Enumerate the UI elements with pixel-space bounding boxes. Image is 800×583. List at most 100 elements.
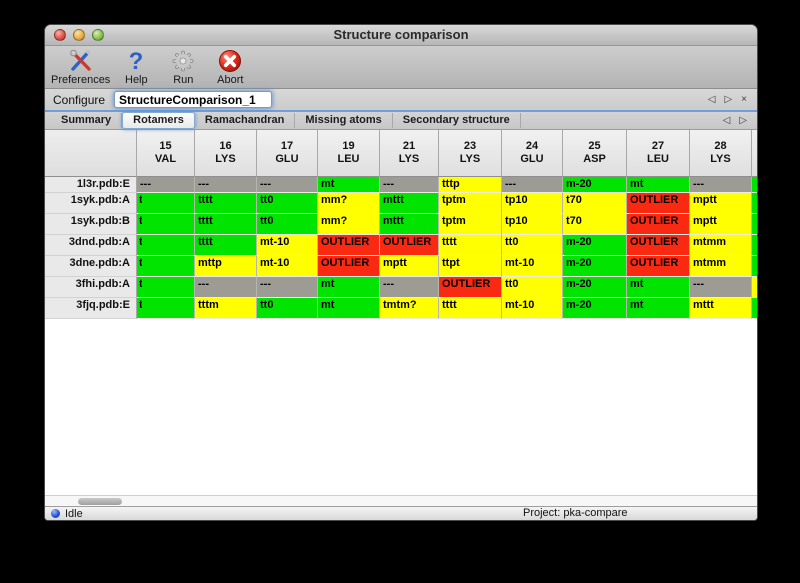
rotamer-cell-clipped[interactable]: [752, 214, 757, 235]
rotamer-cell[interactable]: m-20: [563, 256, 627, 277]
rotamer-cell-clipped[interactable]: [752, 298, 757, 319]
rotamer-cell[interactable]: m-20: [563, 235, 627, 256]
config-close-icon[interactable]: ×: [741, 94, 747, 105]
run-button[interactable]: Run: [162, 48, 204, 88]
rotamer-cell[interactable]: mptt: [690, 214, 752, 235]
rotamer-cell[interactable]: mptt: [380, 256, 439, 277]
rotamer-cell[interactable]: ---: [380, 277, 439, 298]
rotamer-cell[interactable]: tt0: [257, 214, 318, 235]
rotamer-cell[interactable]: t70: [563, 214, 627, 235]
rotamer-cell-clipped[interactable]: [752, 277, 757, 298]
column-header-17[interactable]: 17 GLU: [257, 130, 318, 177]
rotamer-cell[interactable]: ---: [690, 177, 752, 193]
rotamer-cell[interactable]: tttp: [439, 177, 502, 193]
row-header[interactable]: 1syk.pdb:B: [45, 214, 137, 235]
tabs-next-icon[interactable]: ▷: [739, 115, 747, 126]
rotamer-cell[interactable]: ---: [137, 177, 195, 193]
rotamer-cell[interactable]: tttt: [439, 235, 502, 256]
rotamer-cell-clipped[interactable]: [752, 256, 757, 277]
rotamer-cell[interactable]: mt: [627, 298, 690, 319]
rotamer-cell[interactable]: OUTLIER: [380, 235, 439, 256]
rotamer-cell[interactable]: ---: [380, 177, 439, 193]
row-header[interactable]: 1l3r.pdb:E: [45, 177, 137, 193]
rotamer-cell[interactable]: mt-10: [257, 235, 318, 256]
tab-secondary-structure[interactable]: Secondary structure: [393, 113, 521, 128]
config-next-icon[interactable]: ▷: [724, 94, 733, 105]
rotamer-cell[interactable]: OUTLIER: [318, 256, 380, 277]
rotamer-cell[interactable]: OUTLIER: [627, 214, 690, 235]
tab-summary[interactable]: Summary: [51, 113, 123, 128]
rotamer-cell[interactable]: tt0: [257, 193, 318, 214]
row-header[interactable]: 3fhi.pdb:A: [45, 277, 137, 298]
rotamer-cell[interactable]: ---: [195, 277, 257, 298]
rotamer-cell[interactable]: t: [137, 193, 195, 214]
rotamer-cell[interactable]: mm?: [318, 214, 380, 235]
rotamer-cell[interactable]: ttpt: [439, 256, 502, 277]
rotamer-cell[interactable]: tttt: [195, 193, 257, 214]
column-header-23[interactable]: 23 LYS: [439, 130, 502, 177]
horizontal-scrollbar[interactable]: [45, 495, 757, 506]
rotamer-cell[interactable]: tt0: [502, 235, 563, 256]
rotamer-cell[interactable]: mttt: [690, 298, 752, 319]
preferences-button[interactable]: Preferences: [51, 48, 110, 88]
help-button[interactable]: ? Help: [115, 48, 157, 88]
rotamer-cell[interactable]: tptm: [439, 214, 502, 235]
rotamer-cell[interactable]: OUTLIER: [627, 193, 690, 214]
tab-missing-atoms[interactable]: Missing atoms: [295, 113, 393, 128]
rotamer-cell[interactable]: tt0: [502, 277, 563, 298]
rotamer-cell[interactable]: tttt: [439, 298, 502, 319]
column-header-24[interactable]: 24 GLU: [502, 130, 563, 177]
rotamer-cell[interactable]: mtmm: [690, 235, 752, 256]
rotamer-cell[interactable]: tttm: [195, 298, 257, 319]
tabs-prev-icon[interactable]: ◁: [722, 115, 731, 126]
rotamer-cell[interactable]: t70: [563, 193, 627, 214]
rotamer-cell[interactable]: tmtm?: [380, 298, 439, 319]
rotamer-cell[interactable]: m-20: [563, 298, 627, 319]
rotamer-cell[interactable]: mptt: [690, 193, 752, 214]
rotamer-cell[interactable]: mt: [318, 298, 380, 319]
tab-ramachandran[interactable]: Ramachandran: [195, 113, 296, 128]
title-bar[interactable]: Structure comparison: [45, 25, 757, 46]
rotamer-cell[interactable]: ---: [195, 177, 257, 193]
rotamer-cell-clipped[interactable]: [752, 177, 757, 193]
rotamer-cell[interactable]: ---: [257, 177, 318, 193]
rotamer-cell[interactable]: mt: [318, 277, 380, 298]
column-header-19[interactable]: 19 LEU: [318, 130, 380, 177]
row-header[interactable]: 3dnd.pdb:A: [45, 235, 137, 256]
column-header-27[interactable]: 27 LEU: [627, 130, 690, 177]
rotamer-cell[interactable]: tptm: [439, 193, 502, 214]
rotamer-cell[interactable]: mttt: [380, 193, 439, 214]
rotamer-cell[interactable]: OUTLIER: [627, 256, 690, 277]
rotamer-cell[interactable]: ---: [257, 277, 318, 298]
rotamer-cell[interactable]: OUTLIER: [627, 235, 690, 256]
horizontal-scrollbar-thumb[interactable]: [78, 498, 122, 505]
rotamer-cell[interactable]: ---: [690, 277, 752, 298]
rotamer-cell[interactable]: mt-10: [502, 256, 563, 277]
rotamer-cell[interactable]: t: [137, 214, 195, 235]
rotamer-cell[interactable]: tttt: [195, 214, 257, 235]
rotamer-cell[interactable]: t: [137, 298, 195, 319]
rotamer-cell-clipped[interactable]: [752, 193, 757, 214]
column-header-16[interactable]: 16 LYS: [195, 130, 257, 177]
abort-button[interactable]: Abort: [209, 48, 251, 88]
rotamer-cell[interactable]: OUTLIER: [318, 235, 380, 256]
rotamer-cell[interactable]: mt-10: [502, 298, 563, 319]
rotamer-cell[interactable]: m-20: [563, 277, 627, 298]
rotamer-cell[interactable]: mttt: [380, 214, 439, 235]
rotamer-cell[interactable]: m-20: [563, 177, 627, 193]
row-header[interactable]: 1syk.pdb:A: [45, 193, 137, 214]
tab-rotamers[interactable]: Rotamers: [122, 112, 195, 129]
row-header[interactable]: 3fjq.pdb:E: [45, 298, 137, 319]
column-header-15[interactable]: 15 VAL: [137, 130, 195, 177]
rotamer-cell[interactable]: ---: [502, 177, 563, 193]
rotamer-cell[interactable]: mt: [627, 177, 690, 193]
column-header-28[interactable]: 28 LYS: [690, 130, 752, 177]
rotamer-cell[interactable]: tp10: [502, 193, 563, 214]
rotamer-cell[interactable]: tt0: [257, 298, 318, 319]
rotamer-cell[interactable]: tp10: [502, 214, 563, 235]
minimize-window-button[interactable]: [73, 29, 85, 41]
rotamer-cell[interactable]: t: [137, 235, 195, 256]
column-header-25[interactable]: 25 ASP: [563, 130, 627, 177]
zoom-window-button[interactable]: [92, 29, 104, 41]
rotamer-cell[interactable]: mt: [627, 277, 690, 298]
